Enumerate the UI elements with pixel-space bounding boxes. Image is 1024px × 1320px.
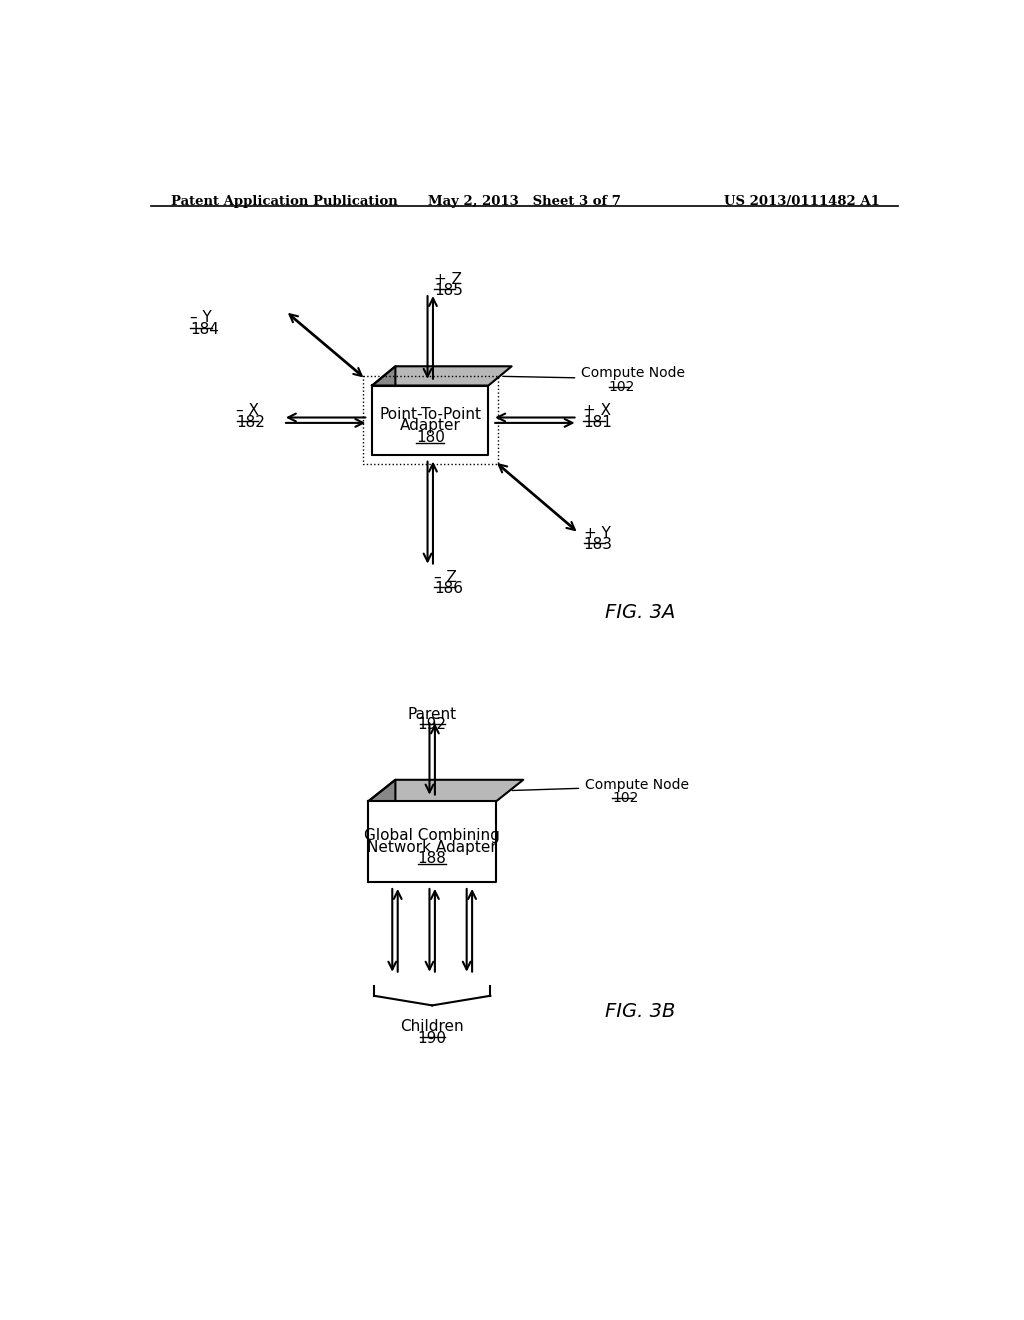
Text: Patent Application Publication: Patent Application Publication	[171, 195, 397, 209]
Text: 180: 180	[416, 429, 444, 445]
Text: 190: 190	[418, 1031, 446, 1045]
Text: + Y: + Y	[584, 525, 610, 541]
Text: Global Combining: Global Combining	[365, 828, 500, 843]
Text: Network Adapter: Network Adapter	[368, 840, 497, 854]
Polygon shape	[372, 367, 395, 455]
Text: 102: 102	[612, 792, 639, 805]
Polygon shape	[369, 801, 496, 882]
Text: 184: 184	[190, 322, 219, 337]
Text: Point-To-Point: Point-To-Point	[379, 407, 481, 421]
Text: Compute Node: Compute Node	[586, 779, 689, 792]
Text: May 2, 2013   Sheet 3 of 7: May 2, 2013 Sheet 3 of 7	[428, 195, 622, 209]
Text: 181: 181	[583, 414, 611, 430]
Polygon shape	[372, 385, 488, 455]
Text: FIG. 3A: FIG. 3A	[604, 603, 675, 623]
Text: – Y: – Y	[190, 310, 212, 325]
Text: 186: 186	[434, 581, 463, 597]
Text: 183: 183	[584, 537, 612, 552]
Text: 192: 192	[418, 718, 446, 733]
Text: 188: 188	[418, 851, 446, 866]
Text: Children: Children	[400, 1019, 464, 1035]
Text: + Z: + Z	[434, 272, 462, 288]
Text: + X: + X	[583, 404, 611, 418]
Text: Compute Node: Compute Node	[582, 367, 685, 380]
Text: Parent: Parent	[408, 706, 457, 722]
Text: 102: 102	[608, 380, 635, 395]
Polygon shape	[372, 367, 512, 385]
Text: – X: – X	[237, 404, 259, 418]
Polygon shape	[369, 780, 395, 882]
Text: FIG. 3B: FIG. 3B	[604, 1002, 675, 1020]
Text: Adapter: Adapter	[399, 418, 461, 433]
Text: 185: 185	[434, 284, 463, 298]
Polygon shape	[369, 780, 523, 801]
Text: 182: 182	[237, 414, 265, 430]
Text: US 2013/0111482 A1: US 2013/0111482 A1	[724, 195, 880, 209]
Text: – Z: – Z	[434, 570, 457, 585]
